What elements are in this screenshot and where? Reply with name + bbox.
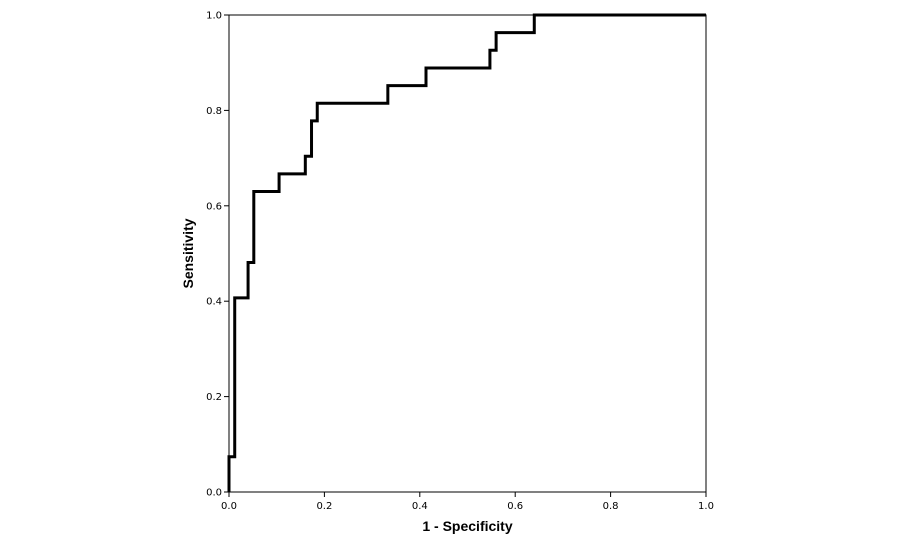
x-tick-label: 0.0 <box>221 501 237 512</box>
y-axis-title: Sensitivity <box>180 218 196 288</box>
x-axis-title: 1 - Specificity <box>422 518 512 534</box>
y-axis-ticks: 0.0 0.2 0.4 0.6 0.8 1.0 <box>206 11 229 499</box>
y-tick-label: 0.2 <box>206 392 222 403</box>
roc-curve <box>227 13 706 492</box>
x-tick-label: 0.8 <box>603 501 619 512</box>
x-tick-label: 0.4 <box>412 501 428 512</box>
y-tick-label: 0.0 <box>206 488 222 499</box>
y-tick-label: 0.4 <box>206 297 222 308</box>
x-tick-label: 0.6 <box>507 501 523 512</box>
y-tick-label: 0.6 <box>206 201 222 212</box>
y-tick-label: 0.8 <box>206 106 222 117</box>
y-tick-label: 1.0 <box>206 11 222 22</box>
x-tick-label: 0.2 <box>316 501 332 512</box>
x-tick-label: 1.0 <box>698 501 714 512</box>
plot-frame <box>228 14 707 493</box>
x-axis-ticks: 0.0 0.2 0.4 0.6 0.8 1.0 <box>221 492 714 512</box>
